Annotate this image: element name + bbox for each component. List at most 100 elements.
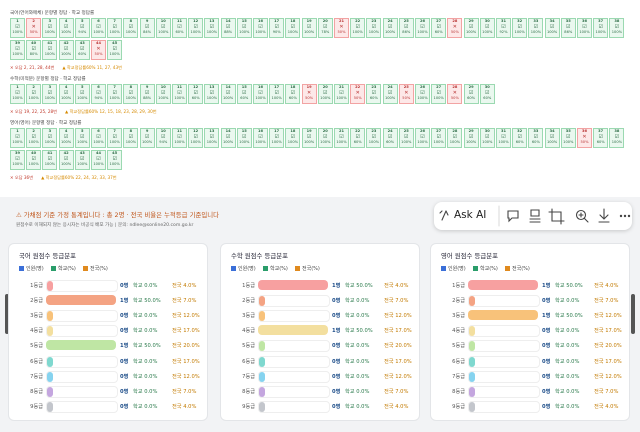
question-cell[interactable]: 26 ☑ 100% — [415, 18, 430, 38]
question-cell[interactable]: 11 ☑ 100% — [172, 84, 187, 104]
question-cell[interactable]: 22 ☑ 60% — [350, 128, 366, 148]
question-cell[interactable]: 32 ☑ 100% — [512, 18, 528, 38]
question-cell[interactable]: 22 ✕ 50% — [350, 84, 366, 104]
comment-icon[interactable] — [507, 210, 519, 223]
question-cell[interactable]: 28 ✕ 50% — [447, 84, 463, 104]
question-cell[interactable]: 34 ☑ 100% — [544, 18, 560, 38]
question-cell[interactable]: 9 ☑ 84% — [139, 18, 155, 38]
question-cell[interactable]: 25 ✕ 50% — [398, 84, 414, 104]
question-cell[interactable]: 27 ☑ 60% — [431, 18, 447, 38]
question-cell[interactable]: 38 ☑ 100% — [609, 18, 625, 38]
question-cell[interactable]: 6 ☑ 100% — [91, 18, 106, 38]
question-cell[interactable]: 16 ☑ 100% — [253, 18, 268, 38]
question-cell[interactable]: 30 ☑ 60% — [479, 84, 495, 104]
question-cell[interactable]: 20 ☑ 78% — [317, 18, 333, 38]
question-cell[interactable]: 28 ✕ 50% — [447, 18, 463, 38]
question-cell[interactable]: 42 ☑ 100% — [58, 150, 74, 170]
question-cell[interactable]: 17 ☑ 100% — [269, 84, 285, 104]
question-cell[interactable]: 39 ☑ 100% — [10, 150, 25, 170]
question-cell[interactable]: 2 ✕ 50% — [26, 18, 42, 38]
question-cell[interactable]: 36 ✕ 50% — [577, 128, 592, 148]
question-cell[interactable]: 18 ☑ 100% — [285, 18, 301, 38]
question-cell[interactable]: 9 ☑ 88% — [139, 84, 155, 104]
question-cell[interactable]: 31 ☑ 100% — [496, 128, 511, 148]
question-cell[interactable]: 15 ☑ 100% — [236, 18, 252, 38]
question-cell[interactable]: 13 ☑ 100% — [204, 18, 220, 38]
question-cell[interactable]: 13 ☑ 100% — [204, 84, 220, 104]
question-cell[interactable]: 20 ☑ 100% — [317, 128, 333, 148]
question-cell[interactable]: 29 ☑ 100% — [463, 128, 479, 148]
question-cell[interactable]: 38 ☑ 100% — [609, 128, 625, 148]
scrollbar-right[interactable] — [631, 294, 635, 334]
summary-icon[interactable] — [529, 209, 541, 223]
question-cell[interactable]: 40 ☑ 80% — [26, 40, 42, 60]
question-cell[interactable]: 19 ☑ 100% — [301, 18, 317, 38]
question-cell[interactable]: 5 ☑ 94% — [74, 18, 90, 38]
question-cell[interactable]: 36 ☑ 100% — [577, 18, 592, 38]
question-cell[interactable]: 1 ☑ 100% — [10, 84, 25, 104]
question-cell[interactable]: 4 ☑ 100% — [58, 18, 74, 38]
question-cell[interactable]: 18 ☑ 100% — [285, 128, 301, 148]
question-cell[interactable]: 13 ☑ 100% — [204, 128, 220, 148]
question-cell[interactable]: 6 ☑ 94% — [91, 84, 106, 104]
question-cell[interactable]: 17 ☑ 100% — [269, 128, 285, 148]
question-cell[interactable]: 27 ☑ 100% — [431, 128, 447, 148]
question-cell[interactable]: 23 ☑ 60% — [366, 84, 382, 104]
question-cell[interactable]: 32 ☑ 60% — [512, 128, 528, 148]
question-cell[interactable]: 44 ✕ 50% — [91, 40, 106, 60]
question-cell[interactable]: 5 ☑ 100% — [74, 84, 90, 104]
question-cell[interactable]: 24 ☑ 100% — [382, 84, 398, 104]
question-cell[interactable]: 45 ☑ 100% — [107, 40, 123, 60]
question-cell[interactable]: 4 ☑ 100% — [58, 128, 74, 148]
question-cell[interactable]: 12 ☑ 60% — [188, 84, 204, 104]
question-cell[interactable]: 29 ☑ 100% — [463, 18, 479, 38]
question-cell[interactable]: 41 ☑ 100% — [42, 150, 58, 170]
question-cell[interactable]: 1 ☑ 100% — [10, 18, 25, 38]
question-cell[interactable]: 14 ☑ 100% — [220, 128, 236, 148]
zoom-icon[interactable] — [575, 209, 587, 221]
question-cell[interactable]: 26 ☑ 100% — [415, 128, 430, 148]
question-cell[interactable]: 4 ☑ 100% — [58, 84, 74, 104]
question-cell[interactable]: 45 ☑ 100% — [107, 150, 123, 170]
question-cell[interactable]: 5 ☑ 100% — [74, 128, 90, 148]
question-cell[interactable]: 2 ☑ 100% — [26, 84, 42, 104]
question-cell[interactable]: 20 ☑ 100% — [317, 84, 333, 104]
question-cell[interactable]: 3 ☑ 100% — [42, 128, 58, 148]
question-cell[interactable]: 10 ☑ 100% — [155, 84, 171, 104]
question-cell[interactable]: 37 ☑ 100% — [593, 18, 609, 38]
more-icon[interactable] — [619, 214, 631, 218]
question-cell[interactable]: 23 ☑ 100% — [366, 128, 382, 148]
question-cell[interactable]: 10 ☑ 100% — [155, 18, 171, 38]
question-cell[interactable]: 11 ☑ 60% — [172, 18, 187, 38]
question-cell[interactable]: 23 ☑ 100% — [366, 18, 382, 38]
ask-ai-icon[interactable] — [439, 210, 449, 221]
question-cell[interactable]: 8 ☑ 100% — [123, 18, 139, 38]
question-cell[interactable]: 21 ☑ 100% — [334, 128, 349, 148]
question-cell[interactable]: 12 ☑ 100% — [188, 128, 204, 148]
question-cell[interactable]: 35 ☑ 100% — [560, 128, 576, 148]
question-cell[interactable]: 21 ☑ 100% — [334, 84, 349, 104]
question-cell[interactable]: 30 ☑ 100% — [479, 128, 495, 148]
crop-icon[interactable] — [548, 208, 565, 225]
question-cell[interactable]: 9 ☑ 100% — [139, 128, 155, 148]
question-cell[interactable]: 11 ☑ 100% — [172, 128, 187, 148]
question-cell[interactable]: 19 ☑ 100% — [301, 128, 317, 148]
question-cell[interactable]: 41 ☑ 100% — [42, 40, 58, 60]
question-cell[interactable]: 7 ☑ 100% — [107, 128, 123, 148]
question-cell[interactable]: 27 ☑ 100% — [431, 84, 447, 104]
question-cell[interactable]: 8 ☑ 100% — [123, 84, 139, 104]
question-cell[interactable]: 16 ☑ 100% — [253, 84, 268, 104]
question-cell[interactable]: 34 ☑ 100% — [544, 128, 560, 148]
question-cell[interactable]: 37 ☑ 60% — [593, 128, 609, 148]
question-cell[interactable]: 28 ☑ 100% — [447, 128, 463, 148]
question-cell[interactable]: 7 ☑ 100% — [107, 18, 123, 38]
scrollbar-left[interactable] — [5, 294, 9, 334]
question-cell[interactable]: 3 ☑ 100% — [42, 84, 58, 104]
question-cell[interactable]: 15 ☑ 60% — [236, 84, 252, 104]
question-cell[interactable]: 14 ☑ 100% — [220, 84, 236, 104]
question-cell[interactable]: 7 ☑ 100% — [107, 84, 123, 104]
question-cell[interactable]: 42 ☑ 100% — [58, 40, 74, 60]
download-icon[interactable] — [598, 208, 610, 223]
question-cell[interactable]: 22 ☑ 100% — [350, 18, 366, 38]
question-cell[interactable]: 29 ☑ 60% — [463, 84, 479, 104]
